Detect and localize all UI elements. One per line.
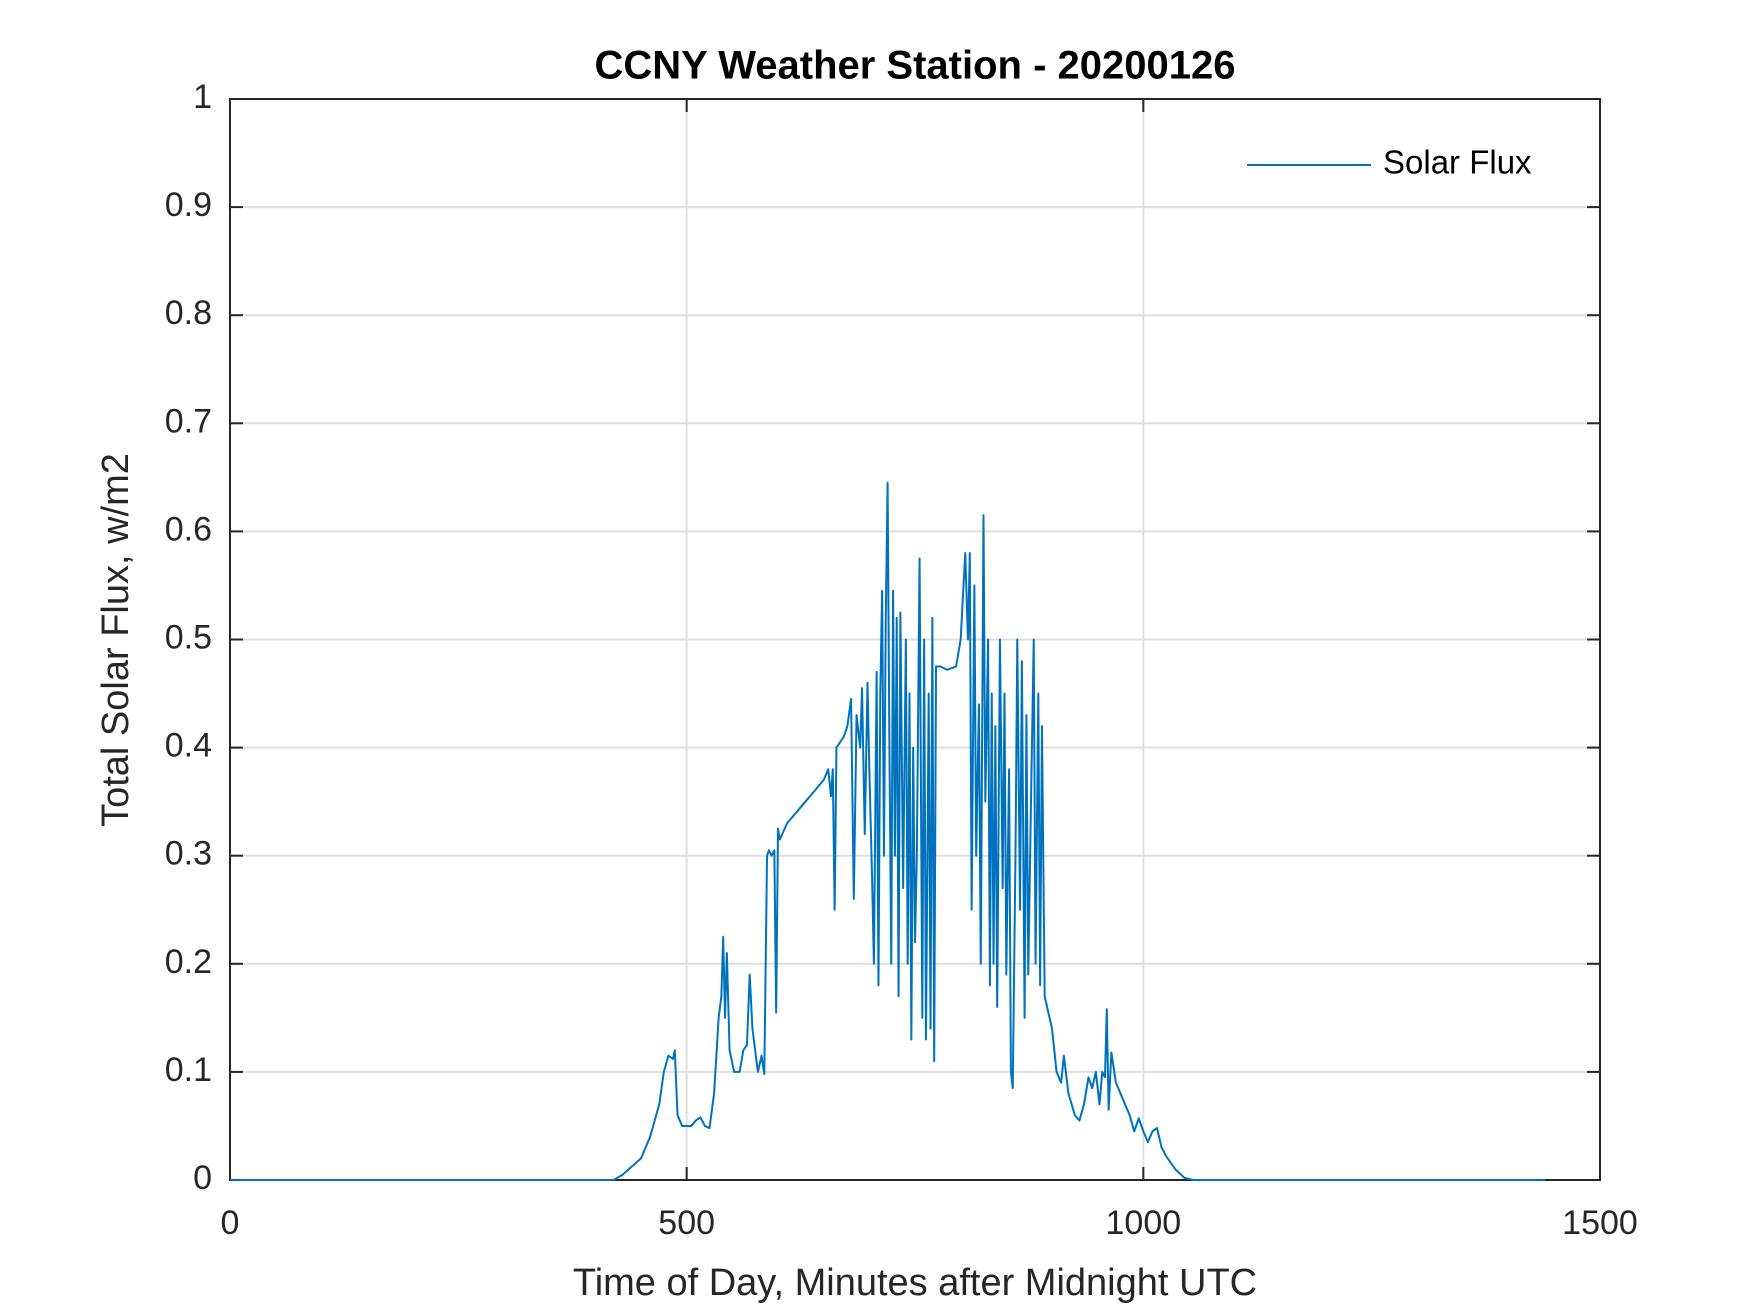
chart-title: CCNY Weather Station - 20200126 (595, 44, 1236, 88)
y-tick-label: 0.1 (165, 1051, 212, 1089)
y-tick-label: 0.2 (165, 943, 212, 981)
y-tick-label: 0.3 (165, 835, 212, 873)
y-tick-label: 0.6 (165, 510, 212, 548)
y-tick-label: 1 (193, 78, 212, 116)
y-tick-label: 0.7 (165, 402, 212, 440)
x-axis-label: Time of Day, Minutes after Midnight UTC (573, 1262, 1257, 1304)
x-tick-label: 1000 (1106, 1204, 1182, 1242)
y-tick-label: 0.9 (165, 186, 212, 224)
y-axis-label: Total Solar Flux, w/m2 (95, 453, 137, 827)
x-tick-label: 1500 (1562, 1204, 1638, 1242)
plot-frame (229, 98, 1601, 1181)
y-tick-label: 0.8 (165, 294, 212, 332)
y-tick-label: 0.4 (165, 727, 212, 765)
data-line (230, 481, 1546, 1181)
y-tick-label: 0 (193, 1159, 212, 1197)
legend-label: Solar Flux (1383, 144, 1532, 181)
x-tick-label: 500 (658, 1204, 715, 1242)
y-tick-label: 0.5 (165, 618, 212, 656)
x-tick-label: 0 (221, 1204, 240, 1242)
